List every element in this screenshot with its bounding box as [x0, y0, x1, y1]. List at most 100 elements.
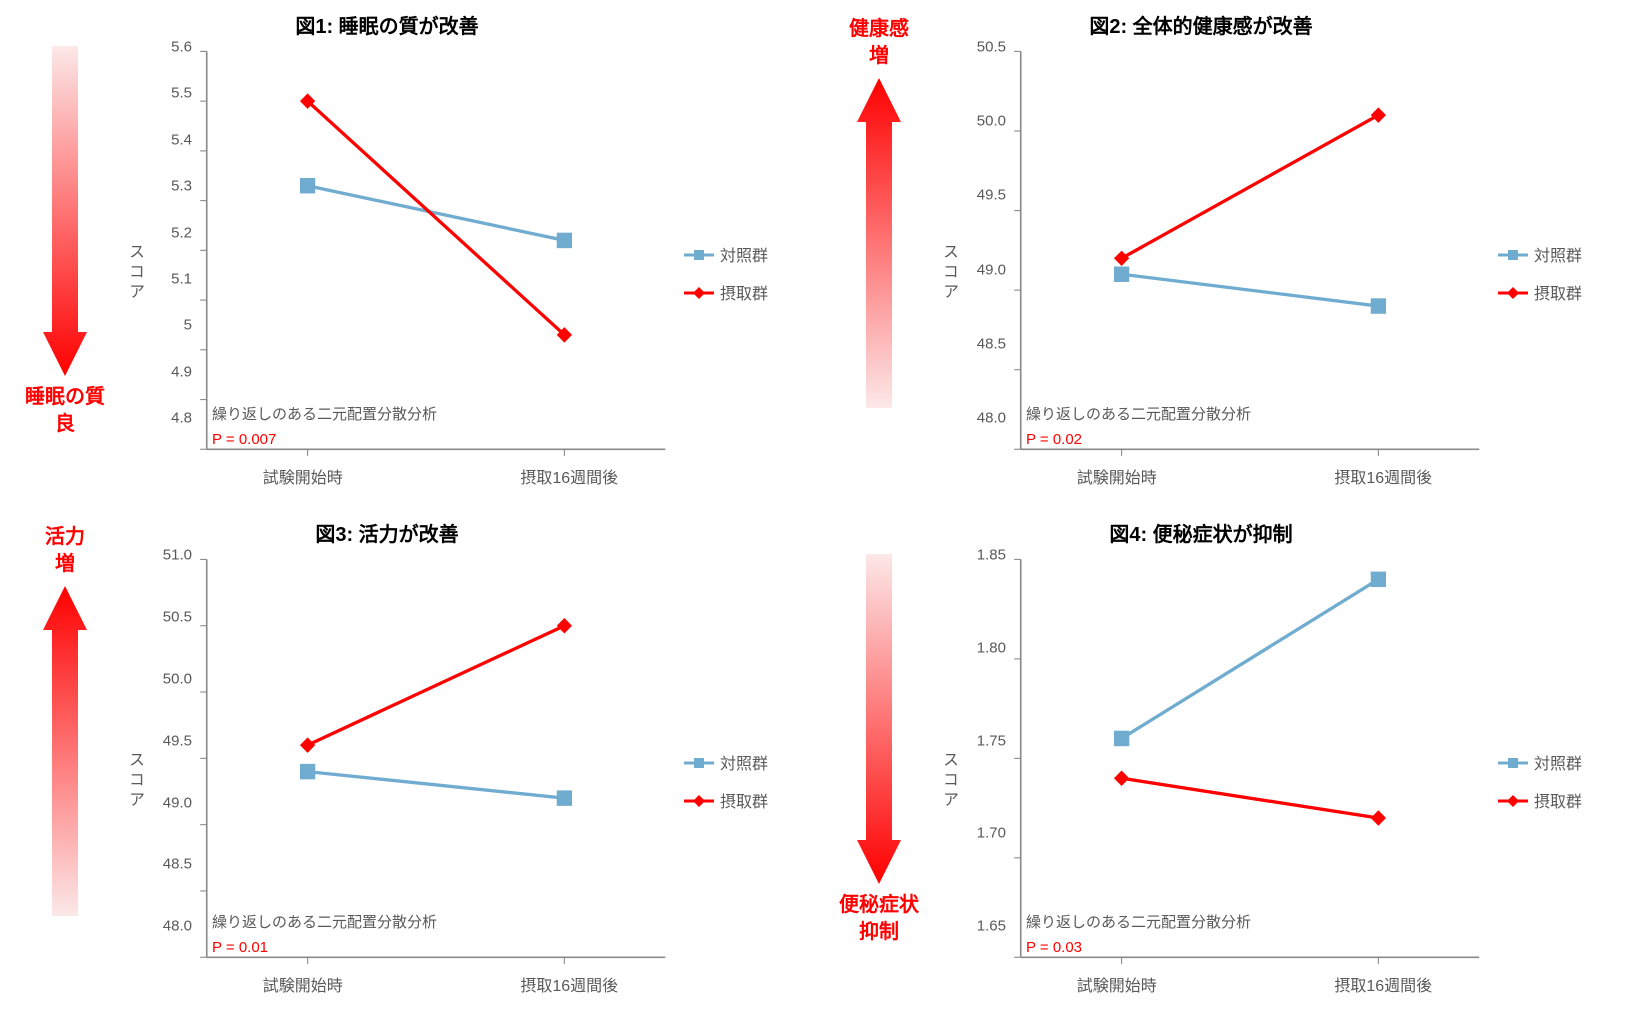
y-tick-label: 1.65 [977, 918, 1006, 935]
legend-label-intake: 摂取群 [1534, 280, 1582, 304]
panel-fig2: 健康感増 図2: 全体的健康感が改善スコア48.048.549.049.550.… [814, 0, 1628, 508]
legend-item-intake: 摂取群 [684, 788, 794, 812]
chart-body: スコア1.651.701.751.801.85 繰り返しのある二元配置分散分析P… [934, 555, 1608, 1006]
legend-item-intake: 摂取群 [1498, 788, 1608, 812]
y-tick-label: 49.5 [163, 732, 192, 749]
y-ticks: 48.048.549.049.550.050.5 [962, 47, 1012, 498]
y-tick-label: 49.0 [977, 261, 1006, 278]
y-axis-label: スコア [936, 243, 960, 303]
x-categories: 試験開始時 摂取16週間後 [198, 966, 674, 1006]
legend-label-intake: 摂取群 [720, 280, 768, 304]
legend-marker-diamond-icon [1498, 286, 1528, 298]
y-tick-label: 5.4 [171, 131, 192, 148]
x-category-label: 試験開始時 [263, 464, 343, 488]
analysis-note: 繰り返しのある二元配置分散分析 [212, 911, 437, 932]
y-tick-label: 4.8 [171, 410, 192, 427]
arrow-label-bottom: 睡眠の質良 [25, 384, 105, 438]
legend: 対照群 摂取群 [674, 47, 794, 498]
x-category-label: 試験開始時 [1077, 972, 1157, 996]
y-axis-label: スコア [122, 751, 146, 811]
y-tick-label: 5.2 [171, 224, 192, 241]
legend-item-control: 対照群 [1498, 242, 1608, 266]
y-tick-label: 49.5 [977, 187, 1006, 204]
panel-fig4: 便秘症状抑制図4: 便秘症状が抑制スコア 1.65 1.70 1.75 1.80 1.85… [814, 508, 1628, 1016]
legend-label-control: 対照群 [720, 750, 768, 774]
legend-item-intake: 摂取群 [1498, 280, 1608, 304]
x-category-label: 試験開始時 [1077, 464, 1157, 488]
y-axis-label: スコア [936, 751, 960, 811]
analysis-note: 繰り返しのある二元配置分散分析 [1026, 403, 1251, 424]
legend-label-control: 対照群 [720, 242, 768, 266]
y-tick-label: 5.6 [171, 39, 192, 56]
chart-column: 図2: 全体的健康感が改善スコア48.048.549.049.550.050.5… [934, 10, 1608, 498]
analysis-note: 繰り返しのある二元配置分散分析 [1026, 911, 1251, 932]
chart-grid: 睡眠の質良図1: 睡眠の質が改善スコア4.84.955.15.25.35.45.… [0, 0, 1628, 1013]
legend-item-control: 対照群 [684, 750, 794, 774]
x-categories: 試験開始時 摂取16週間後 [1012, 966, 1488, 1006]
y-tick-label: 50.5 [163, 608, 192, 625]
plot-area: 繰り返しのある二元配置分散分析 P = 0.02 [1012, 47, 1488, 458]
y-tick-label: 5 [184, 317, 192, 334]
y-tick-label: 50.0 [977, 113, 1006, 130]
y-tick-label: 51.0 [163, 547, 192, 564]
y-tick-label: 48.0 [163, 918, 192, 935]
plot-svg [198, 555, 674, 966]
plot-svg [1012, 47, 1488, 458]
chart-body: スコア48.048.549.049.550.050.551.0 繰り返しのある二… [120, 555, 794, 1006]
y-tick-label: 50.0 [163, 670, 192, 687]
direction-arrow-icon [857, 78, 901, 408]
plot-area: 繰り返しのある二元配置分散分析 P = 0.007 [198, 47, 674, 458]
chart-body: スコア48.048.549.049.550.050.5 繰り返しのある二元配置分… [934, 47, 1608, 498]
y-tick-label: 5.3 [171, 178, 192, 195]
legend-item-intake: 摂取群 [684, 280, 794, 304]
p-value: P = 0.03 [1026, 939, 1082, 956]
y-tick-label: 48.0 [977, 410, 1006, 427]
y-tick-label: 48.5 [163, 856, 192, 873]
chart-body: スコア4.84.955.15.25.35.45.55.6 繰り返しのある二元配置… [120, 47, 794, 498]
legend-label-control: 対照群 [1534, 750, 1582, 774]
chart-title: 図3: 活力が改善 [120, 518, 794, 547]
panel-fig1: 睡眠の質良図1: 睡眠の質が改善スコア4.84.955.15.25.35.45.… [0, 0, 814, 508]
legend-item-control: 対照群 [1498, 750, 1608, 774]
y-tick-label: 50.5 [977, 39, 1006, 56]
chart-title: 図1: 睡眠の質が改善 [120, 10, 794, 39]
y-tick-label: 1.80 [977, 639, 1006, 656]
y-tick-label: 49.0 [163, 794, 192, 811]
p-value: P = 0.007 [212, 431, 276, 448]
plot-svg [1012, 555, 1488, 966]
y-tick-label: 5.1 [171, 270, 192, 287]
legend-marker-diamond-icon [684, 286, 714, 298]
analysis-note: 繰り返しのある二元配置分散分析 [212, 403, 437, 424]
plot-area: 繰り返しのある二元配置分散分析 P = 0.01 [198, 555, 674, 966]
legend-item-control: 対照群 [684, 242, 794, 266]
legend: 対照群 摂取群 [1488, 47, 1608, 498]
direction-arrow-icon [857, 554, 901, 884]
y-tick-label: 1.70 [977, 825, 1006, 842]
legend-label-intake: 摂取群 [720, 788, 768, 812]
chart-column: 図4: 便秘症状が抑制スコア 1.65 1.70 1.75 1.80 1.85 繰り返しの… [934, 518, 1608, 1006]
x-category-label: 摂取16週間後 [1334, 972, 1432, 996]
y-tick-label: 1.85 [977, 547, 1006, 564]
arrow-label-top: 健康感増 [849, 16, 909, 70]
y-tick-label: 48.5 [977, 335, 1006, 352]
legend: 対照群 摂取群 [674, 555, 794, 1006]
legend: 対照群 摂取群 [1488, 555, 1608, 1006]
p-value: P = 0.01 [212, 939, 268, 956]
arrow-column: 睡眠の質良 [10, 10, 120, 498]
y-ticks: 1.651.701.751.801.85 [962, 555, 1012, 1006]
direction-arrow-icon [43, 46, 87, 376]
y-axis-label: スコア [122, 243, 146, 303]
chart-title: 図4: 便秘症状が抑制 [934, 518, 1608, 547]
legend-marker-square-icon [1498, 248, 1528, 260]
x-categories: 試験開始時摂取16週間後 [198, 458, 674, 498]
chart-column: 図3: 活力が改善スコア 48.0 48.5 49.0 49.5 50.0 50.5 51.0… [120, 518, 794, 1006]
y-tick-label: 1.75 [977, 732, 1006, 749]
arrow-column: 便秘症状抑制 [824, 518, 934, 1006]
p-value: P = 0.02 [1026, 431, 1082, 448]
y-ticks: 48.048.549.049.550.050.551.0 [148, 555, 198, 1006]
legend-marker-square-icon [684, 248, 714, 260]
x-category-label: 試験開始時 [263, 972, 343, 996]
y-ticks: 4.84.955.15.25.35.45.55.6 [148, 47, 198, 498]
x-category-label: 摂取16週間後 [520, 972, 618, 996]
x-categories: 試験開始時摂取16週間後 [1012, 458, 1488, 498]
